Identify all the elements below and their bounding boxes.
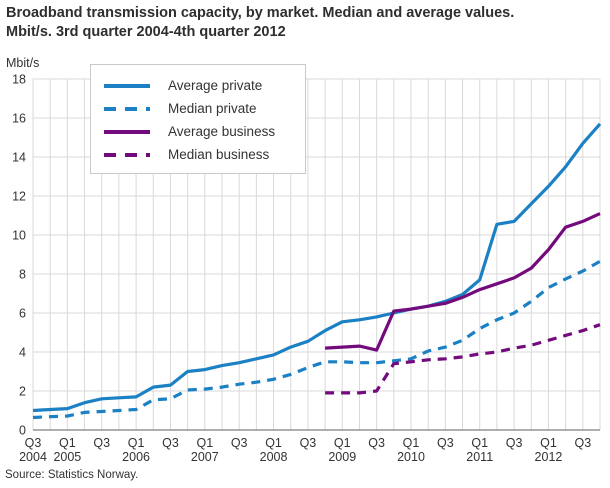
y-tick-label: 0 — [19, 424, 26, 438]
x-tick-label: Q3 — [231, 436, 248, 450]
x-tick-year-label: 2012 — [535, 450, 563, 464]
chart-title: Broadband transmission capacity, by mark… — [6, 4, 606, 42]
y-tick-label: 18 — [12, 73, 26, 87]
x-tick-year-label: 2004 — [19, 450, 47, 464]
legend-item-average-business: Average business — [104, 120, 305, 143]
x-tick-year-label: 2011 — [466, 450, 493, 464]
y-tick-label: 16 — [12, 112, 26, 126]
x-tick-label: Q1 — [403, 436, 420, 450]
x-tick-label: Q3 — [93, 436, 110, 450]
legend-item-median-private: Median private — [104, 97, 305, 120]
chart-legend: Average private Median private Average b… — [90, 64, 306, 174]
y-tick-label: 10 — [12, 229, 26, 243]
x-tick-label: Q1 — [265, 436, 282, 450]
x-tick-label: Q3 — [25, 436, 42, 450]
legend-label: Median private — [168, 101, 257, 116]
legend-swatch-average-private — [104, 83, 150, 88]
chart-title-line1: Broadband transmission capacity, by mark… — [6, 5, 515, 21]
x-tick-year-label: 2010 — [397, 450, 425, 464]
x-tick-label: Q3 — [437, 436, 454, 450]
y-tick-label: 14 — [12, 151, 26, 165]
y-tick-label: 6 — [19, 307, 26, 321]
x-tick-year-label: 2006 — [122, 450, 150, 464]
series-line-median-private — [32, 259, 601, 420]
y-tick-label: 8 — [19, 268, 26, 282]
series-line-average-business — [325, 212, 601, 352]
x-tick-year-label: 2005 — [53, 450, 81, 464]
x-tick-label: Q3 — [574, 436, 591, 450]
x-tick-label: Q3 — [506, 436, 523, 450]
legend-swatch-median-business — [104, 152, 150, 157]
chart-title-line2: Mbit/s. 3rd quarter 2004-4th quarter 201… — [6, 24, 286, 40]
x-tick-label: Q1 — [59, 436, 76, 450]
legend-label: Average business — [168, 124, 276, 139]
x-tick-label: Q1 — [334, 436, 351, 450]
legend-label: Average private — [168, 78, 263, 93]
series-line-average-private — [32, 122, 602, 413]
y-tick-label: 12 — [12, 190, 26, 204]
x-tick-label: Q3 — [162, 436, 179, 450]
x-tick-label: Q3 — [300, 436, 317, 450]
x-tick-year-label: 2007 — [191, 450, 219, 464]
x-tick-label: Q1 — [128, 436, 145, 450]
y-axis-unit-label: Mbit/s — [6, 56, 40, 70]
legend-swatch-median-private — [104, 106, 150, 111]
legend-item-average-private: Average private — [104, 74, 305, 97]
x-tick-year-label: 2009 — [328, 450, 356, 464]
series-line-median-business — [325, 323, 601, 395]
x-tick-year-label: 2008 — [260, 450, 288, 464]
source-note: Source: Statistics Norway. — [5, 469, 139, 481]
x-tick-label: Q1 — [540, 436, 557, 450]
x-tick-label: Q1 — [196, 436, 213, 450]
legend-swatch-average-business — [104, 129, 150, 134]
y-tick-label: 4 — [19, 346, 26, 360]
x-tick-label: Q3 — [368, 436, 385, 450]
legend-item-median-business: Median business — [104, 143, 305, 166]
x-tick-label: Q1 — [471, 436, 488, 450]
legend-label: Median business — [168, 147, 270, 162]
y-tick-label: 2 — [19, 385, 26, 399]
